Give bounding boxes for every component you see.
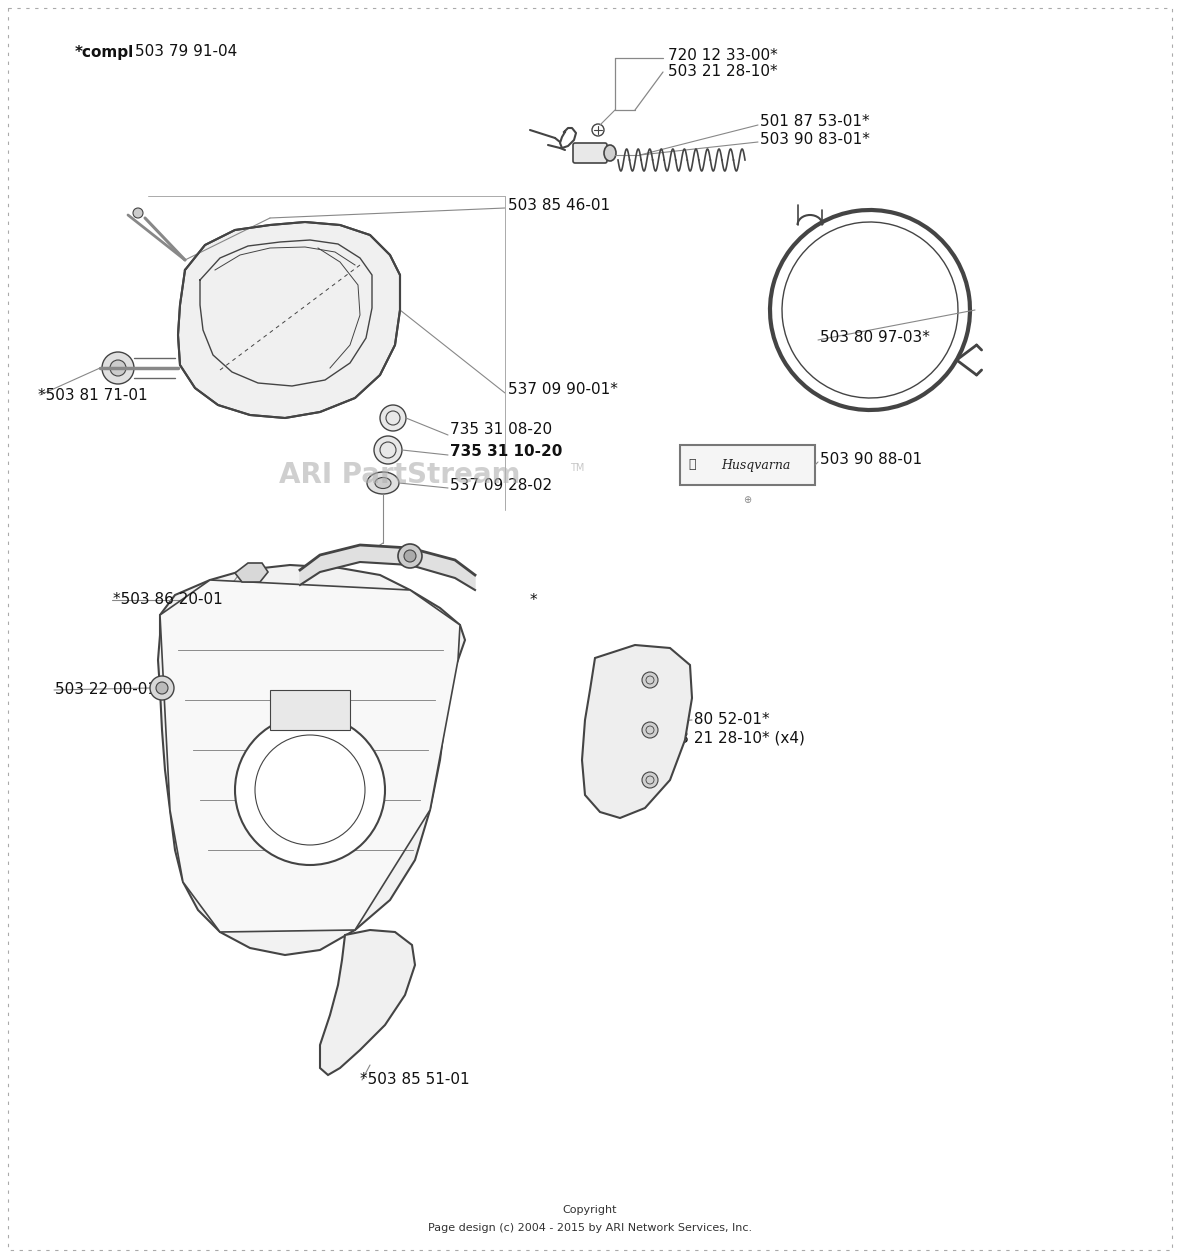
Circle shape — [150, 676, 173, 699]
Circle shape — [110, 360, 126, 376]
FancyBboxPatch shape — [270, 689, 350, 730]
Text: 501 87 53-01*: 501 87 53-01* — [760, 114, 870, 130]
Circle shape — [133, 208, 143, 218]
Circle shape — [380, 405, 406, 431]
Text: 503 21 28-10*: 503 21 28-10* — [668, 64, 778, 79]
Circle shape — [374, 437, 402, 464]
Ellipse shape — [367, 472, 399, 494]
Polygon shape — [178, 221, 400, 418]
Text: 537 09 90-01*: 537 09 90-01* — [509, 382, 618, 398]
Text: 537 09 28-02: 537 09 28-02 — [450, 478, 552, 492]
Text: *compl: *compl — [76, 44, 135, 59]
Text: Page design (c) 2004 - 2015 by ARI Network Services, Inc.: Page design (c) 2004 - 2015 by ARI Netwo… — [428, 1223, 752, 1233]
Text: *503 86 20-01: *503 86 20-01 — [113, 593, 223, 608]
Text: *503 85 51-01: *503 85 51-01 — [360, 1073, 470, 1087]
Text: 735 31 10-20: 735 31 10-20 — [450, 444, 563, 459]
Text: 720 12 33-00*: 720 12 33-00* — [668, 48, 778, 63]
Text: 503 90 88-01: 503 90 88-01 — [820, 453, 922, 468]
Text: *503 81 71-01: *503 81 71-01 — [38, 387, 148, 403]
Circle shape — [642, 672, 658, 688]
Polygon shape — [320, 930, 415, 1076]
Text: ARI PartStream: ARI PartStream — [280, 460, 520, 489]
Circle shape — [101, 352, 135, 384]
Text: 503 21 28-10* (x4): 503 21 28-10* (x4) — [660, 731, 805, 746]
Ellipse shape — [604, 145, 616, 161]
Circle shape — [235, 715, 385, 866]
Circle shape — [642, 772, 658, 788]
Text: Copyright: Copyright — [563, 1205, 617, 1215]
Text: 503 22 00-01: 503 22 00-01 — [55, 683, 157, 697]
Text: TM: TM — [570, 463, 584, 473]
Ellipse shape — [375, 478, 391, 488]
Circle shape — [404, 550, 417, 562]
Text: Ⓢ: Ⓢ — [688, 458, 696, 472]
Polygon shape — [235, 564, 268, 582]
FancyBboxPatch shape — [680, 445, 815, 486]
Text: 503 80 97-03*: 503 80 97-03* — [820, 331, 930, 346]
Circle shape — [156, 682, 168, 694]
Polygon shape — [158, 565, 465, 955]
Circle shape — [398, 543, 422, 569]
Text: 503 79 91-04: 503 79 91-04 — [135, 44, 237, 59]
Text: ⊕: ⊕ — [743, 494, 752, 504]
Text: 503 90 83-01*: 503 90 83-01* — [760, 132, 870, 146]
Circle shape — [642, 722, 658, 738]
FancyBboxPatch shape — [573, 143, 607, 164]
Text: Husqvarna: Husqvarna — [721, 458, 791, 472]
Polygon shape — [582, 645, 691, 818]
Text: 735 31 08-20: 735 31 08-20 — [450, 423, 552, 438]
Text: 503 85 46-01: 503 85 46-01 — [509, 198, 610, 213]
Text: *: * — [530, 593, 538, 608]
Text: 503 80 52-01*: 503 80 52-01* — [660, 712, 769, 727]
Polygon shape — [300, 545, 476, 590]
Polygon shape — [160, 580, 460, 932]
